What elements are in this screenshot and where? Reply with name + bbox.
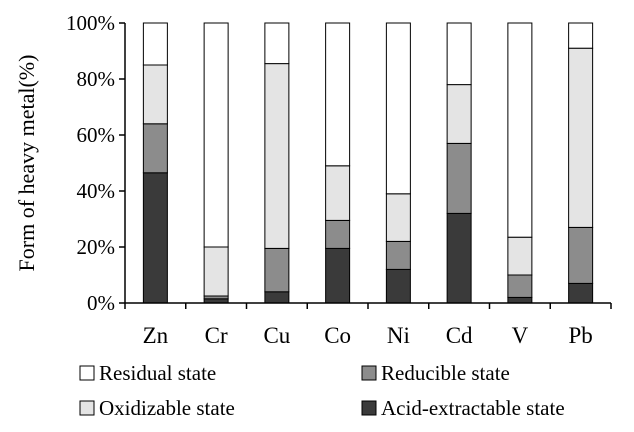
bar-stack-v <box>507 22 533 304</box>
legend: Residual state Reducible state Oxidizable … <box>79 361 565 420</box>
x-tick-label: Zn <box>143 323 169 348</box>
legend-label: Reducible state <box>381 361 510 385</box>
y-axis-ticks: 0% 20% 40% 60% 80% 100% <box>66 11 125 315</box>
bar-segment-reducible-state <box>264 247 290 293</box>
bar-segment-oxidizable-state <box>507 236 533 276</box>
bar-segment-oxidizable-state <box>568 47 594 228</box>
bar-segment-oxidizable-state <box>446 84 472 144</box>
bar-segment-oxidizable-state <box>203 246 229 297</box>
bar-stack-pb <box>568 22 594 304</box>
bar-stack-cd <box>446 22 472 304</box>
x-tick-label: Pb <box>568 323 592 348</box>
bar-segment-acid-extractable-state <box>385 268 411 304</box>
y-tick-label: 0% <box>87 291 115 315</box>
x-tick-label: Cr <box>205 323 228 348</box>
bar-segment-residual-state <box>325 22 351 167</box>
bar-stack-cu <box>264 22 290 304</box>
bar-segment-acid-extractable-state <box>325 247 351 304</box>
bar-stack-cr <box>203 22 229 304</box>
x-axis-ticks: Zn Cr Cu Co Ni Cd V Pb <box>124 303 612 348</box>
legend-swatch <box>79 400 95 416</box>
bar-segment-acid-extractable-state <box>264 291 290 304</box>
bar-segment-residual-state <box>385 22 411 195</box>
bar-segment-reducible-state <box>385 240 411 270</box>
legend-swatch <box>361 365 377 381</box>
legend-item: Reducible state <box>361 361 510 385</box>
bar-stack-ni <box>385 22 411 304</box>
y-tick-label: 80% <box>77 67 116 91</box>
bar-segment-acid-extractable-state <box>142 172 168 304</box>
bar-segment-oxidizable-state <box>325 165 351 221</box>
legend-item: Residual state <box>79 361 216 385</box>
legend-item: Acid-extractable state <box>361 396 565 420</box>
bars <box>142 22 594 304</box>
y-tick-label: 100% <box>66 11 115 35</box>
bar-segment-acid-extractable-state <box>507 296 533 304</box>
bar-segment-residual-state <box>507 22 533 238</box>
bar-stack-co <box>325 22 351 304</box>
bar-segment-residual-state <box>446 22 472 86</box>
bar-segment-acid-extractable-state <box>446 212 472 304</box>
y-tick-label: 60% <box>77 123 116 147</box>
y-axis-label: Form of heavy metal(%) <box>14 55 39 272</box>
y-tick-label: 40% <box>77 179 116 203</box>
bar-segment-reducible-state <box>568 226 594 284</box>
x-tick-label: Cd <box>446 323 473 348</box>
x-tick-label: V <box>512 323 529 348</box>
legend-swatch <box>79 365 95 381</box>
legend-label: Acid-extractable state <box>381 396 565 420</box>
x-tick-label: Cu <box>263 323 290 348</box>
bar-segment-reducible-state <box>446 142 472 214</box>
bar-segment-reducible-state <box>325 219 351 249</box>
legend-label: Oxidizable state <box>99 396 235 420</box>
bar-segment-reducible-state <box>507 274 533 298</box>
bar-segment-oxidizable-state <box>385 193 411 242</box>
bar-segment-reducible-state <box>142 123 168 174</box>
bar-segment-oxidizable-state <box>264 63 290 249</box>
bar-segment-residual-state <box>203 22 229 248</box>
bar-stack-zn <box>142 22 168 304</box>
legend-swatch <box>361 400 377 416</box>
bar-segment-acid-extractable-state <box>568 282 594 304</box>
legend-item: Oxidizable state <box>79 396 235 420</box>
x-tick-label: Co <box>324 323 351 348</box>
x-tick-label: Ni <box>387 323 410 348</box>
bar-segment-oxidizable-state <box>142 64 168 125</box>
legend-label: Residual state <box>99 361 216 385</box>
y-tick-label: 20% <box>77 235 116 259</box>
bar-segment-residual-state <box>568 22 594 49</box>
bar-segment-residual-state <box>264 22 290 65</box>
bar-segment-residual-state <box>142 22 168 66</box>
